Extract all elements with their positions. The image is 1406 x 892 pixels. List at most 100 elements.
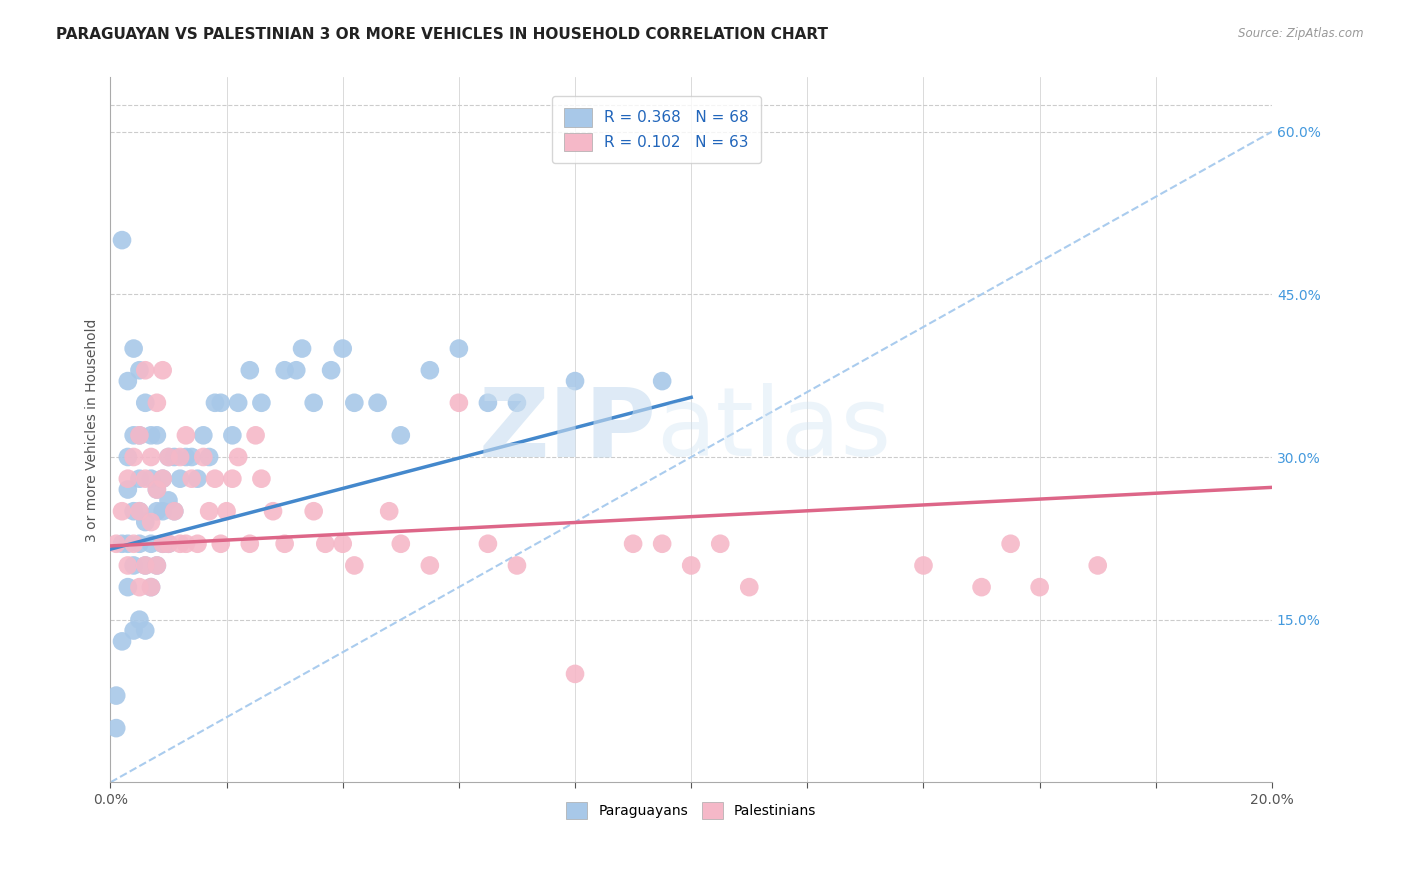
Point <box>506 396 529 410</box>
Point <box>193 428 215 442</box>
Point <box>319 363 342 377</box>
Point <box>117 374 139 388</box>
Point <box>111 537 134 551</box>
Point <box>117 472 139 486</box>
Point <box>134 515 156 529</box>
Point <box>250 396 273 410</box>
Point <box>111 504 134 518</box>
Point <box>447 342 470 356</box>
Point <box>477 537 499 551</box>
Point <box>128 428 150 442</box>
Point <box>105 721 128 735</box>
Point <box>193 450 215 464</box>
Point <box>157 450 180 464</box>
Point <box>174 450 197 464</box>
Point <box>117 580 139 594</box>
Point <box>128 504 150 518</box>
Point <box>221 472 243 486</box>
Text: ZIP: ZIP <box>478 384 657 476</box>
Point <box>117 558 139 573</box>
Point <box>245 428 267 442</box>
Point <box>152 363 174 377</box>
Point <box>122 504 145 518</box>
Text: atlas: atlas <box>657 384 891 476</box>
Point <box>157 537 180 551</box>
Point <box>651 374 673 388</box>
Point <box>367 396 389 410</box>
Point <box>174 537 197 551</box>
Point <box>912 558 935 573</box>
Point <box>564 374 586 388</box>
Point <box>152 537 174 551</box>
Point <box>157 493 180 508</box>
Point <box>152 472 174 486</box>
Point <box>139 428 162 442</box>
Point <box>146 483 169 497</box>
Point <box>146 483 169 497</box>
Point <box>204 472 226 486</box>
Point <box>117 450 139 464</box>
Point <box>152 537 174 551</box>
Point <box>1087 558 1109 573</box>
Point <box>1028 580 1050 594</box>
Point <box>134 558 156 573</box>
Point <box>122 428 145 442</box>
Point <box>180 450 202 464</box>
Point <box>152 504 174 518</box>
Point <box>122 624 145 638</box>
Point <box>389 428 412 442</box>
Point <box>105 689 128 703</box>
Point <box>239 363 262 377</box>
Point <box>621 537 644 551</box>
Point <box>709 537 731 551</box>
Point <box>250 472 273 486</box>
Point <box>302 504 325 518</box>
Point <box>111 634 134 648</box>
Point <box>122 537 145 551</box>
Point <box>128 613 150 627</box>
Point <box>226 396 249 410</box>
Point <box>128 580 150 594</box>
Point <box>332 342 354 356</box>
Point <box>163 504 186 518</box>
Point <box>139 580 162 594</box>
Point <box>128 537 150 551</box>
Point <box>389 537 412 551</box>
Point <box>314 537 336 551</box>
Point <box>180 472 202 486</box>
Point <box>1000 537 1022 551</box>
Point <box>128 428 150 442</box>
Point <box>169 472 191 486</box>
Point <box>146 396 169 410</box>
Point <box>447 396 470 410</box>
Point <box>134 558 156 573</box>
Point <box>105 537 128 551</box>
Legend: Paraguayans, Palestinians: Paraguayans, Palestinians <box>561 797 821 825</box>
Point <box>332 537 354 551</box>
Point <box>378 504 401 518</box>
Point <box>117 537 139 551</box>
Point <box>651 537 673 551</box>
Point <box>477 396 499 410</box>
Point <box>111 233 134 247</box>
Point <box>186 537 208 551</box>
Point <box>157 537 180 551</box>
Point <box>128 504 150 518</box>
Point <box>273 537 295 551</box>
Point <box>152 472 174 486</box>
Point <box>128 472 150 486</box>
Point <box>738 580 761 594</box>
Point <box>139 580 162 594</box>
Point <box>169 537 191 551</box>
Point <box>209 396 232 410</box>
Point <box>122 558 145 573</box>
Point <box>174 428 197 442</box>
Point <box>117 483 139 497</box>
Y-axis label: 3 or more Vehicles in Household: 3 or more Vehicles in Household <box>86 318 100 541</box>
Point <box>146 558 169 573</box>
Point <box>134 396 156 410</box>
Point <box>198 504 221 518</box>
Point <box>186 472 208 486</box>
Point <box>291 342 314 356</box>
Point <box>163 504 186 518</box>
